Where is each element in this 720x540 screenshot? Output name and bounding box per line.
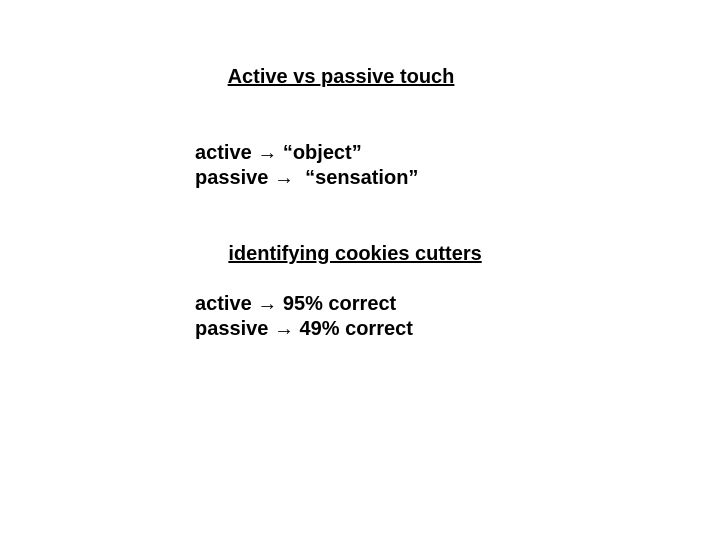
heading-2: identifying cookies cutters — [195, 217, 720, 292]
heading-block-1: Active vs passive touch — [195, 40, 720, 115]
def-2-left: passive — [195, 167, 274, 189]
results-block: identifying cookies cutters active → 95%… — [195, 217, 720, 342]
slide: Active vs passive touch active → “object… — [0, 0, 720, 540]
res-1-right: 95% correct — [277, 293, 396, 315]
res-2-right: 49% correct — [294, 318, 413, 340]
result-line-1: active → 95% correct — [195, 292, 720, 317]
arrow-icon: → — [257, 293, 277, 315]
def-line-1: active → “object” — [195, 141, 720, 166]
arrow-icon: → — [257, 142, 277, 164]
res-2-left: passive — [195, 318, 274, 340]
definitions-block: active → “object” passive → “sensation” — [195, 141, 720, 191]
arrow-icon: → — [274, 318, 294, 340]
heading-2-text: identifying cookies cutters — [228, 243, 481, 265]
heading-1-text: Active vs passive touch — [228, 66, 455, 88]
result-line-2: passive → 49% correct — [195, 317, 720, 342]
def-line-2: passive → “sensation” — [195, 166, 720, 191]
def-2-right: “sensation” — [294, 167, 418, 189]
def-1-left: active — [195, 142, 257, 164]
arrow-icon: → — [274, 167, 294, 189]
res-1-left: active — [195, 293, 257, 315]
def-1-right: “object” — [277, 142, 361, 164]
heading-1: Active vs passive touch — [195, 40, 720, 115]
